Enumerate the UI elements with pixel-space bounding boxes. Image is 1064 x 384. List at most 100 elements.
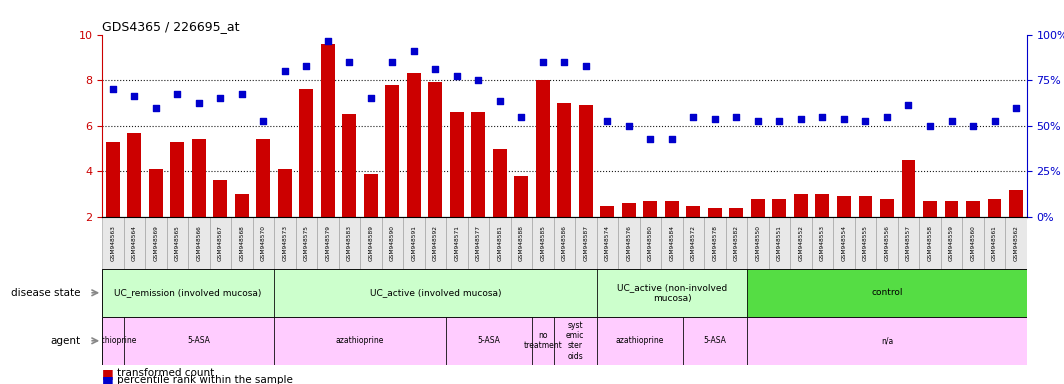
Bar (275, 317, 446, 365)
Bar (597, 269, 747, 317)
Text: GSM948568: GSM948568 (239, 225, 245, 261)
Bar (877, 217, 898, 269)
Bar (102, 217, 123, 269)
Point (749, 118, 766, 124)
Bar (730, 208, 744, 217)
Text: azathioprine: azathioprine (336, 336, 384, 345)
Point (169, 91, 186, 97)
Text: GSM948555: GSM948555 (863, 225, 868, 261)
Text: GSM948581: GSM948581 (498, 225, 502, 261)
Text: GSM948566: GSM948566 (197, 225, 201, 261)
Bar (403, 217, 425, 269)
Text: agent: agent (50, 336, 81, 346)
Bar (167, 217, 188, 269)
Point (685, 114, 702, 120)
Bar (343, 114, 356, 217)
Text: GSM948586: GSM948586 (562, 225, 567, 261)
Bar (558, 103, 571, 217)
Bar (532, 317, 553, 365)
Text: GSM948570: GSM948570 (261, 225, 266, 261)
Bar (812, 217, 833, 269)
Text: GSM948556: GSM948556 (884, 225, 890, 261)
Bar (597, 317, 683, 365)
Point (664, 136, 681, 142)
Point (255, 118, 272, 124)
Text: GSM948563: GSM948563 (111, 225, 115, 261)
Text: syst
emic
ster
oids: syst emic ster oids (566, 321, 584, 361)
Point (835, 116, 852, 122)
Bar (945, 201, 959, 217)
Bar (686, 205, 700, 217)
Bar (214, 180, 228, 217)
Text: 5-ASA: 5-ASA (478, 336, 501, 345)
Point (470, 77, 487, 83)
Bar (683, 317, 747, 365)
Bar (299, 89, 314, 217)
Text: GDS4365 / 226695_at: GDS4365 / 226695_at (102, 20, 239, 33)
Text: percentile rank within the sample: percentile rank within the sample (117, 375, 293, 384)
Bar (747, 269, 1027, 317)
Point (104, 86, 121, 93)
Text: UC_active (non-involved
mucosa): UC_active (non-involved mucosa) (617, 283, 727, 303)
Point (857, 118, 874, 124)
Point (706, 116, 724, 122)
Point (879, 114, 896, 120)
Bar (429, 83, 443, 217)
Text: GSM948590: GSM948590 (389, 225, 395, 261)
Bar (275, 217, 296, 269)
Bar (901, 160, 915, 217)
Text: GSM948565: GSM948565 (174, 225, 180, 261)
Bar (962, 217, 984, 269)
Bar (252, 217, 275, 269)
Bar (665, 201, 679, 217)
Bar (966, 201, 980, 217)
Bar (471, 112, 485, 217)
Bar (747, 217, 768, 269)
Text: GSM948575: GSM948575 (304, 225, 309, 261)
Point (405, 48, 422, 54)
Point (340, 59, 358, 65)
Bar (618, 217, 639, 269)
Text: GSM948567: GSM948567 (218, 225, 223, 261)
Bar (468, 217, 489, 269)
Bar (833, 217, 854, 269)
Point (427, 66, 444, 72)
Point (126, 93, 143, 99)
Bar (385, 85, 399, 217)
Text: GSM948564: GSM948564 (132, 225, 137, 261)
Text: GSM948583: GSM948583 (347, 225, 352, 261)
Bar (361, 217, 382, 269)
Point (534, 59, 551, 65)
Text: GSM948561: GSM948561 (992, 225, 997, 261)
Text: ■: ■ (102, 374, 114, 384)
Bar (493, 149, 506, 217)
Bar (210, 217, 231, 269)
Bar (102, 269, 275, 317)
Point (513, 114, 530, 120)
Point (964, 123, 981, 129)
Text: GSM948569: GSM948569 (153, 225, 159, 261)
Bar (661, 217, 683, 269)
Bar (128, 132, 142, 217)
Bar (708, 208, 722, 217)
Bar (123, 217, 145, 269)
Text: GSM948584: GSM948584 (669, 225, 675, 261)
Text: GSM948572: GSM948572 (691, 225, 696, 261)
Bar (256, 139, 270, 217)
Bar (321, 44, 335, 217)
Point (492, 98, 509, 104)
Text: GSM948559: GSM948559 (949, 225, 954, 261)
Bar (536, 80, 550, 217)
Text: azathioprine: azathioprine (88, 336, 137, 345)
Text: GSM948550: GSM948550 (755, 225, 761, 261)
Point (986, 118, 1003, 124)
Bar (941, 217, 962, 269)
Bar (406, 73, 421, 217)
Text: GSM948578: GSM948578 (713, 225, 717, 261)
Bar (123, 317, 275, 365)
Text: no
treatment: no treatment (523, 331, 563, 351)
Point (319, 38, 336, 45)
Bar (170, 142, 184, 217)
Text: GSM948576: GSM948576 (627, 225, 631, 261)
Bar (188, 217, 210, 269)
